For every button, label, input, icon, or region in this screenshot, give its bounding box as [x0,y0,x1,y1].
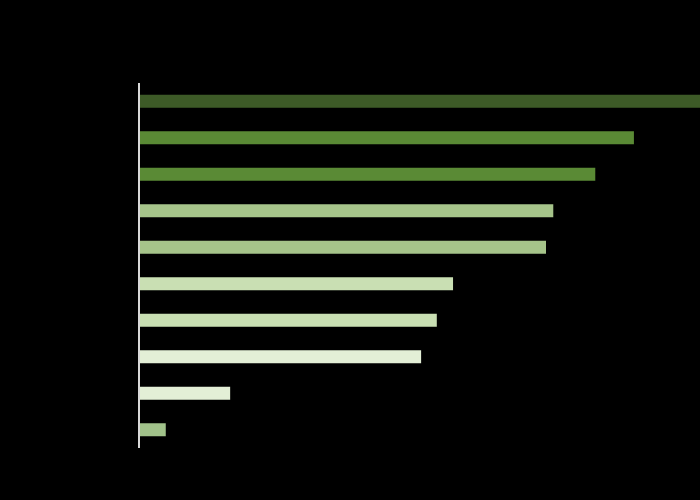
bar [140,386,231,400]
bar [140,350,422,364]
bar [140,94,700,108]
bar [140,313,437,327]
bar [140,240,546,254]
bar [140,167,596,181]
bar [140,423,166,437]
bar [140,131,634,145]
bar [140,204,554,218]
bar [140,277,454,291]
